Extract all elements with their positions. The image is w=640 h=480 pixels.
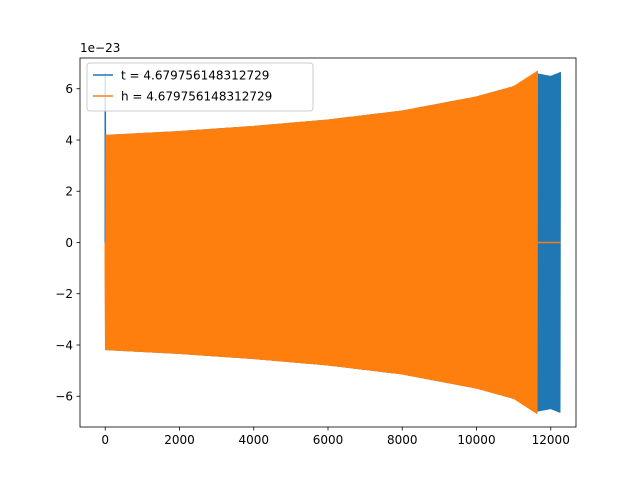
legend: t = 4.679756148312729 h = 4.6797561483127… bbox=[86, 62, 314, 112]
y-tick-label: 0 bbox=[65, 236, 73, 250]
plot-area bbox=[104, 70, 561, 414]
y-tick-label: −4 bbox=[55, 338, 73, 352]
series-line-2 bbox=[104, 70, 538, 414]
legend-label-2: h = 4.679756148312729 bbox=[121, 89, 272, 103]
axes: 0 2000 4000 6000 8000 10000 12000 −6 −4 −2 0 2 4 6 bbox=[55, 57, 577, 447]
y-tick-label: 4 bbox=[65, 133, 73, 147]
legend-box bbox=[86, 62, 314, 112]
y-tick-label: 2 bbox=[65, 185, 73, 199]
x-tick-label: 12000 bbox=[532, 433, 570, 447]
y-tick-label: −6 bbox=[55, 390, 73, 404]
x-tick-label: 4000 bbox=[238, 433, 269, 447]
x-tick-label: 2000 bbox=[164, 433, 195, 447]
x-tick-label: 6000 bbox=[313, 433, 344, 447]
x-tick-label: 8000 bbox=[387, 433, 418, 447]
x-tick-label: 10000 bbox=[457, 433, 495, 447]
y-offset-label: 1e−23 bbox=[80, 41, 120, 55]
x-tick-label: 0 bbox=[101, 433, 109, 447]
y-tick-label: −2 bbox=[55, 287, 73, 301]
y-tick-label: 6 bbox=[65, 82, 73, 96]
legend-label-1: t = 4.679756148312729 bbox=[121, 68, 269, 82]
